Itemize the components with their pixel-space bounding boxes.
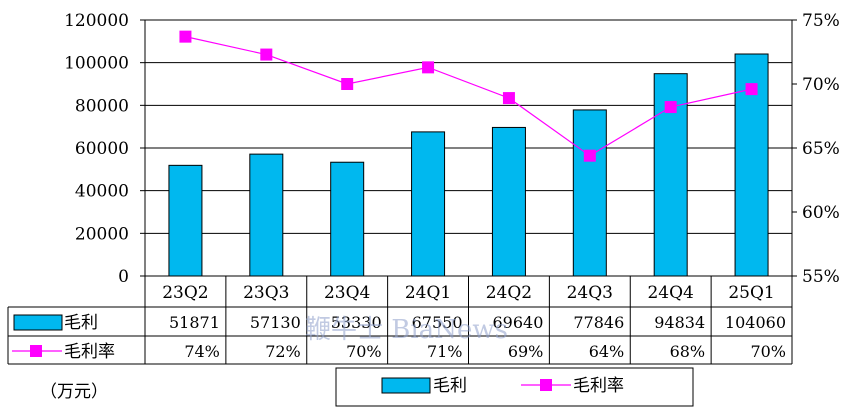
y-tick-label-left: 80000 — [75, 96, 129, 116]
table-row-label: 毛利率 — [64, 342, 115, 362]
table-cell-value: 70% — [750, 342, 786, 361]
y-tick-label-right: 70% — [802, 75, 840, 95]
table-cell-value: 53330 — [331, 313, 382, 332]
line-marker — [422, 61, 435, 74]
bar — [411, 131, 446, 277]
table-cell-value: 67550 — [412, 313, 463, 332]
y-tick-label-right: 75% — [802, 11, 840, 31]
x-tick-label: 24Q1 — [405, 283, 451, 303]
right-y-ticks: 55% 60% 65% 70% 75% — [802, 11, 840, 287]
y-tick-label-left: 0 — [118, 267, 129, 287]
legend-label: 毛利 — [433, 376, 467, 396]
y-tick-label-right: 60% — [802, 203, 840, 223]
axes — [140, 19, 797, 277]
table-cell-value: 104060 — [725, 313, 786, 332]
table-cell-value: 72% — [265, 342, 301, 361]
table-bar-key — [13, 314, 63, 331]
bar — [168, 164, 203, 277]
x-tick-label: 23Q4 — [324, 283, 370, 303]
watermark: 鞭牛士 BiaNews — [305, 315, 508, 345]
x-tick-label: 23Q3 — [243, 283, 289, 303]
table-cell-value: 69640 — [492, 313, 543, 332]
line-marker — [583, 149, 596, 162]
table-row-label: 毛利 — [64, 313, 98, 333]
line-marker — [260, 48, 273, 61]
left-y-ticks: 0 20000 40000 60000 80000 100000 120000 — [64, 11, 129, 287]
bar — [330, 161, 365, 277]
table-cell-value: 68% — [670, 342, 706, 361]
bar-series — [168, 53, 769, 277]
y-tick-label-left: 20000 — [75, 224, 129, 244]
table-cell-value: 70% — [346, 342, 382, 361]
table-line-key-marker — [30, 345, 42, 357]
unit-note: （万元） — [40, 382, 108, 402]
legend: 毛利 毛利率 — [335, 367, 694, 407]
y-tick-label-left: 100000 — [64, 54, 129, 74]
y-tick-label-left: 60000 — [75, 139, 129, 159]
table-cell-value: 64% — [589, 342, 625, 361]
x-tick-label: 24Q3 — [567, 283, 613, 303]
y-tick-label-right: 65% — [802, 139, 840, 159]
x-tick-label: 25Q1 — [728, 283, 774, 303]
line-marker — [502, 92, 515, 105]
line-marker — [745, 83, 758, 96]
table-cell-value: 94834 — [654, 313, 705, 332]
line-marker — [179, 30, 192, 43]
bar — [249, 153, 284, 277]
line-marker — [664, 101, 677, 114]
gridlines — [145, 19, 792, 277]
legend-bar-key — [381, 377, 431, 394]
y-tick-label-left: 40000 — [75, 182, 129, 202]
bar — [491, 126, 526, 277]
table-cell-value: 71% — [427, 342, 463, 361]
y-tick-label-left: 120000 — [64, 11, 129, 31]
legend-label: 毛利率 — [573, 376, 624, 396]
line-path — [185, 36, 752, 157]
table-cell-value: 77846 — [573, 313, 624, 332]
line-marker — [341, 78, 354, 90]
line-series — [179, 30, 758, 162]
x-tick-label: 23Q2 — [162, 283, 208, 303]
table-cell-value: 69% — [508, 342, 544, 361]
x-tick-label: 24Q4 — [647, 283, 693, 303]
x-tick-label: 24Q2 — [486, 283, 532, 303]
y-tick-label-right: 55% — [802, 267, 840, 287]
legend-line-marker — [540, 379, 552, 391]
bar — [572, 109, 607, 277]
table-cell-value: 74% — [184, 342, 220, 361]
table-cell-value: 51871 — [169, 313, 220, 332]
table-cell-value: 57130 — [250, 313, 301, 332]
